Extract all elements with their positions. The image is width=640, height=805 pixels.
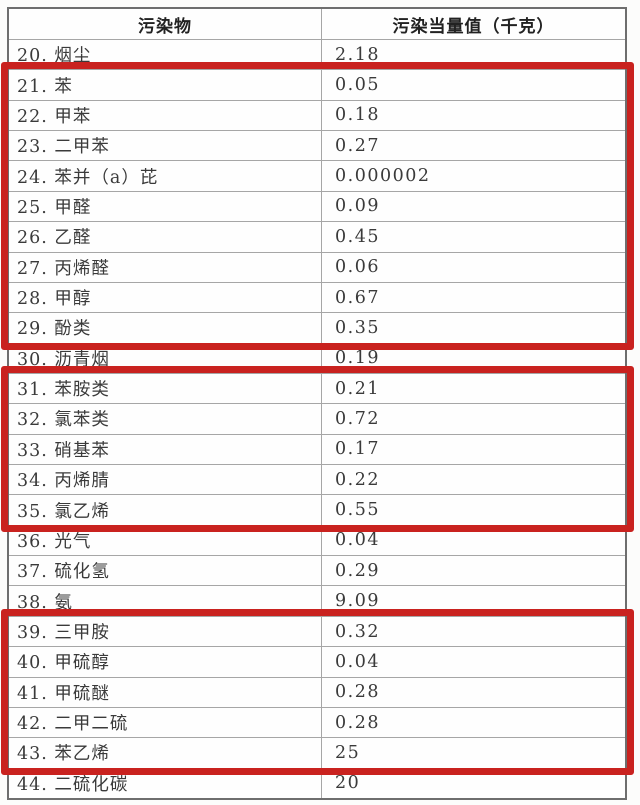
pollutant-name-cell: 33. 硝基苯 [9,434,322,465]
equivalent-value-cell: 0.06 [335,257,380,278]
equivalent-value-cell: 0.27 [335,135,380,156]
table-row: 22. 甲苯 0.18 [9,99,625,131]
table-body: 20. 烟尘 2.18 21. 苯 0.05 22. 甲苯 0.18 23. 二… [9,39,625,798]
equivalent-value-cell: 0.18 [335,105,380,126]
equivalent-value-cell: 0.05 [335,75,380,96]
pollutant-name-cell: 23. 二甲苯 [9,131,322,161]
equivalent-value-cell: 0.09 [335,196,380,217]
table-row: 43. 苯乙烯 25 [9,737,625,768]
pollutant-name-cell: 31. 苯胺类 [9,373,322,404]
table-row: 41. 甲硫醚 0.28 [9,676,625,707]
equivalent-value-cell: 0.35 [335,317,380,338]
pollutant-name-cell: 44. 二硫化碳 [9,768,322,798]
table-row: 30. 沥青烟 0.19 [9,342,625,373]
table-row: 24. 苯并（a）芘 0.000002 [9,160,625,191]
equivalent-value-cell: 0.67 [335,287,380,308]
table-row: 20. 烟尘 2.18 [9,39,625,70]
equivalent-value-cell: 0.19 [335,348,380,369]
table-row: 42. 二甲二硫 0.28 [9,706,625,738]
table-row: 34. 丙烯腈 0.22 [9,464,625,495]
table-row: 28. 甲醇 0.67 [9,281,625,313]
table-header-row: 污染物 污染当量值（千克） [9,9,625,39]
equivalent-value-cell: 0.04 [335,651,380,672]
pollutant-name-cell: 36. 光气 [9,525,322,556]
table-row: 38. 氨 9.09 [9,585,625,616]
pollutant-name-cell: 30. 沥青烟 [9,343,322,373]
pollutant-name-cell: 32. 氯苯类 [9,404,322,434]
table-row: 25. 甲醛 0.09 [9,190,625,222]
pollutant-name-cell: 28. 甲醇 [9,282,322,313]
pollutant-name-cell: 21. 苯 [9,70,322,100]
table-row: 21. 苯 0.05 [9,69,625,100]
equivalent-value-cell: 0.28 [335,712,380,733]
equivalent-value-cell: 0.72 [335,408,380,429]
table-row: 29. 酚类 0.35 [9,312,625,343]
table-row: 27. 丙烯醛 0.06 [9,251,625,282]
pollutant-name-cell: 26. 乙醛 [9,222,322,252]
column-header-equivalent-value: 污染当量值（千克） [392,16,555,37]
equivalent-value-cell: 0.17 [335,439,380,460]
table-row: 26. 乙醛 0.45 [9,221,625,252]
table-row: 32. 氯苯类 0.72 [9,403,625,434]
table-row: 44. 二硫化碳 20 [9,767,625,798]
equivalent-value-cell: 0.04 [335,530,380,551]
pollutant-name-cell: 20. 烟尘 [9,40,322,70]
table-row: 40. 甲硫醇 0.04 [9,646,625,677]
equivalent-value-cell: 9.09 [335,591,380,612]
pollutant-name-cell: 29. 酚类 [9,313,322,343]
equivalent-value-cell: 0.21 [335,378,380,399]
equivalent-value-cell: 0.000002 [335,166,431,187]
equivalent-value-cell: 0.22 [335,469,380,490]
pollutant-name-cell: 39. 三甲胺 [9,616,322,647]
equivalent-value-cell: 25 [335,742,361,763]
equivalent-value-cell: 2.18 [335,44,380,65]
table-row: 33. 硝基苯 0.17 [9,433,625,465]
table-row: 39. 三甲胺 0.32 [9,615,625,647]
equivalent-value-cell: 0.45 [335,226,380,247]
equivalent-value-cell: 0.32 [335,621,380,642]
table-row: 31. 苯胺类 0.21 [9,372,625,404]
pollutant-name-cell: 38. 氨 [9,586,322,616]
table-row: 36. 光气 0.04 [9,524,625,556]
equivalent-value-cell: 0.29 [335,560,380,581]
equivalent-value-cell: 0.55 [335,500,380,521]
pollutant-name-cell: 27. 丙烯醛 [9,252,322,282]
pollutant-equivalent-table: 污染物 污染当量值（千克） 20. 烟尘 2.18 21. 苯 0.05 22.… [1,7,634,800]
pollutant-name-cell: 35. 氯乙烯 [9,495,322,525]
table-row: 37. 硫化氢 0.29 [9,555,625,586]
pollutant-name-cell: 25. 甲醛 [9,191,322,222]
equivalent-value-cell: 20 [335,773,361,794]
equivalent-value-cell: 0.28 [335,682,380,703]
pollutant-name-cell: 22. 甲苯 [9,100,322,131]
pollutant-name-cell: 34. 丙烯腈 [9,465,322,495]
pollutant-name-cell: 40. 甲硫醇 [9,647,322,677]
pollutant-name-cell: 43. 苯乙烯 [9,738,322,768]
pollutant-name-cell: 37. 硫化氢 [9,556,322,586]
table-row: 35. 氯乙烯 0.55 [9,494,625,525]
table-row: 23. 二甲苯 0.27 [9,130,625,161]
pollutant-name-cell: 42. 二甲二硫 [9,707,322,738]
pollutant-name-cell: 24. 苯并（a）芘 [9,161,322,191]
pollutant-name-cell: 41. 甲硫醚 [9,677,322,707]
column-header-pollutant: 污染物 [9,9,322,39]
